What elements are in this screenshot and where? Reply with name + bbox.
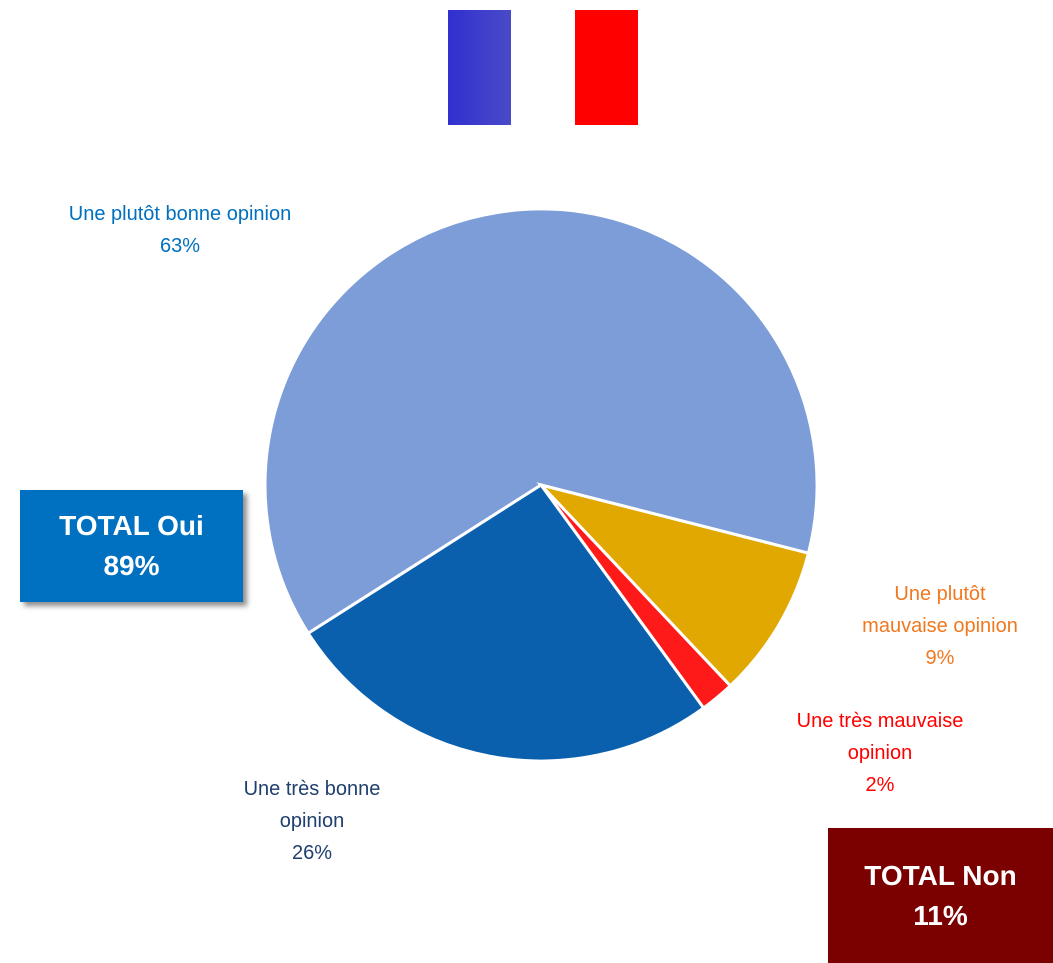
data-label: Une plutôt bonne opinion 63% <box>0 198 370 262</box>
value-label: 63% <box>159 235 201 257</box>
value-label: 9% <box>925 647 955 669</box>
total-label: TOTAL Oui <box>59 510 204 541</box>
data-label: Une très mauvaise opinion 2% <box>780 705 980 801</box>
category-label: Une très bonne opinion <box>243 778 381 832</box>
total-value: 11% <box>913 899 968 931</box>
pie-slice <box>263 207 819 636</box>
category-label: Une plutôt mauvaise opinion <box>862 583 1018 637</box>
total-value: 89% <box>103 550 160 581</box>
total-no: TOTAL Non 11% <box>828 828 1053 963</box>
flag-blue <box>448 10 511 125</box>
value-label: 2% <box>865 774 895 796</box>
category-label: Une très mauvaise opinion <box>796 710 964 764</box>
total-yes: TOTAL Oui 89% <box>20 490 243 602</box>
data-label: Une plutôt mauvaise opinion 9% <box>853 578 1028 674</box>
total-label: TOTAL Non <box>864 859 1017 891</box>
category-label: Une plutôt bonne opinion <box>68 203 292 225</box>
data-label: Une très bonne opinion 26% <box>227 773 397 869</box>
pie-slice <box>536 482 811 688</box>
flag-red <box>575 10 638 125</box>
pie-slice <box>306 482 706 763</box>
flag-white <box>511 10 575 125</box>
value-label: 26% <box>291 842 333 864</box>
